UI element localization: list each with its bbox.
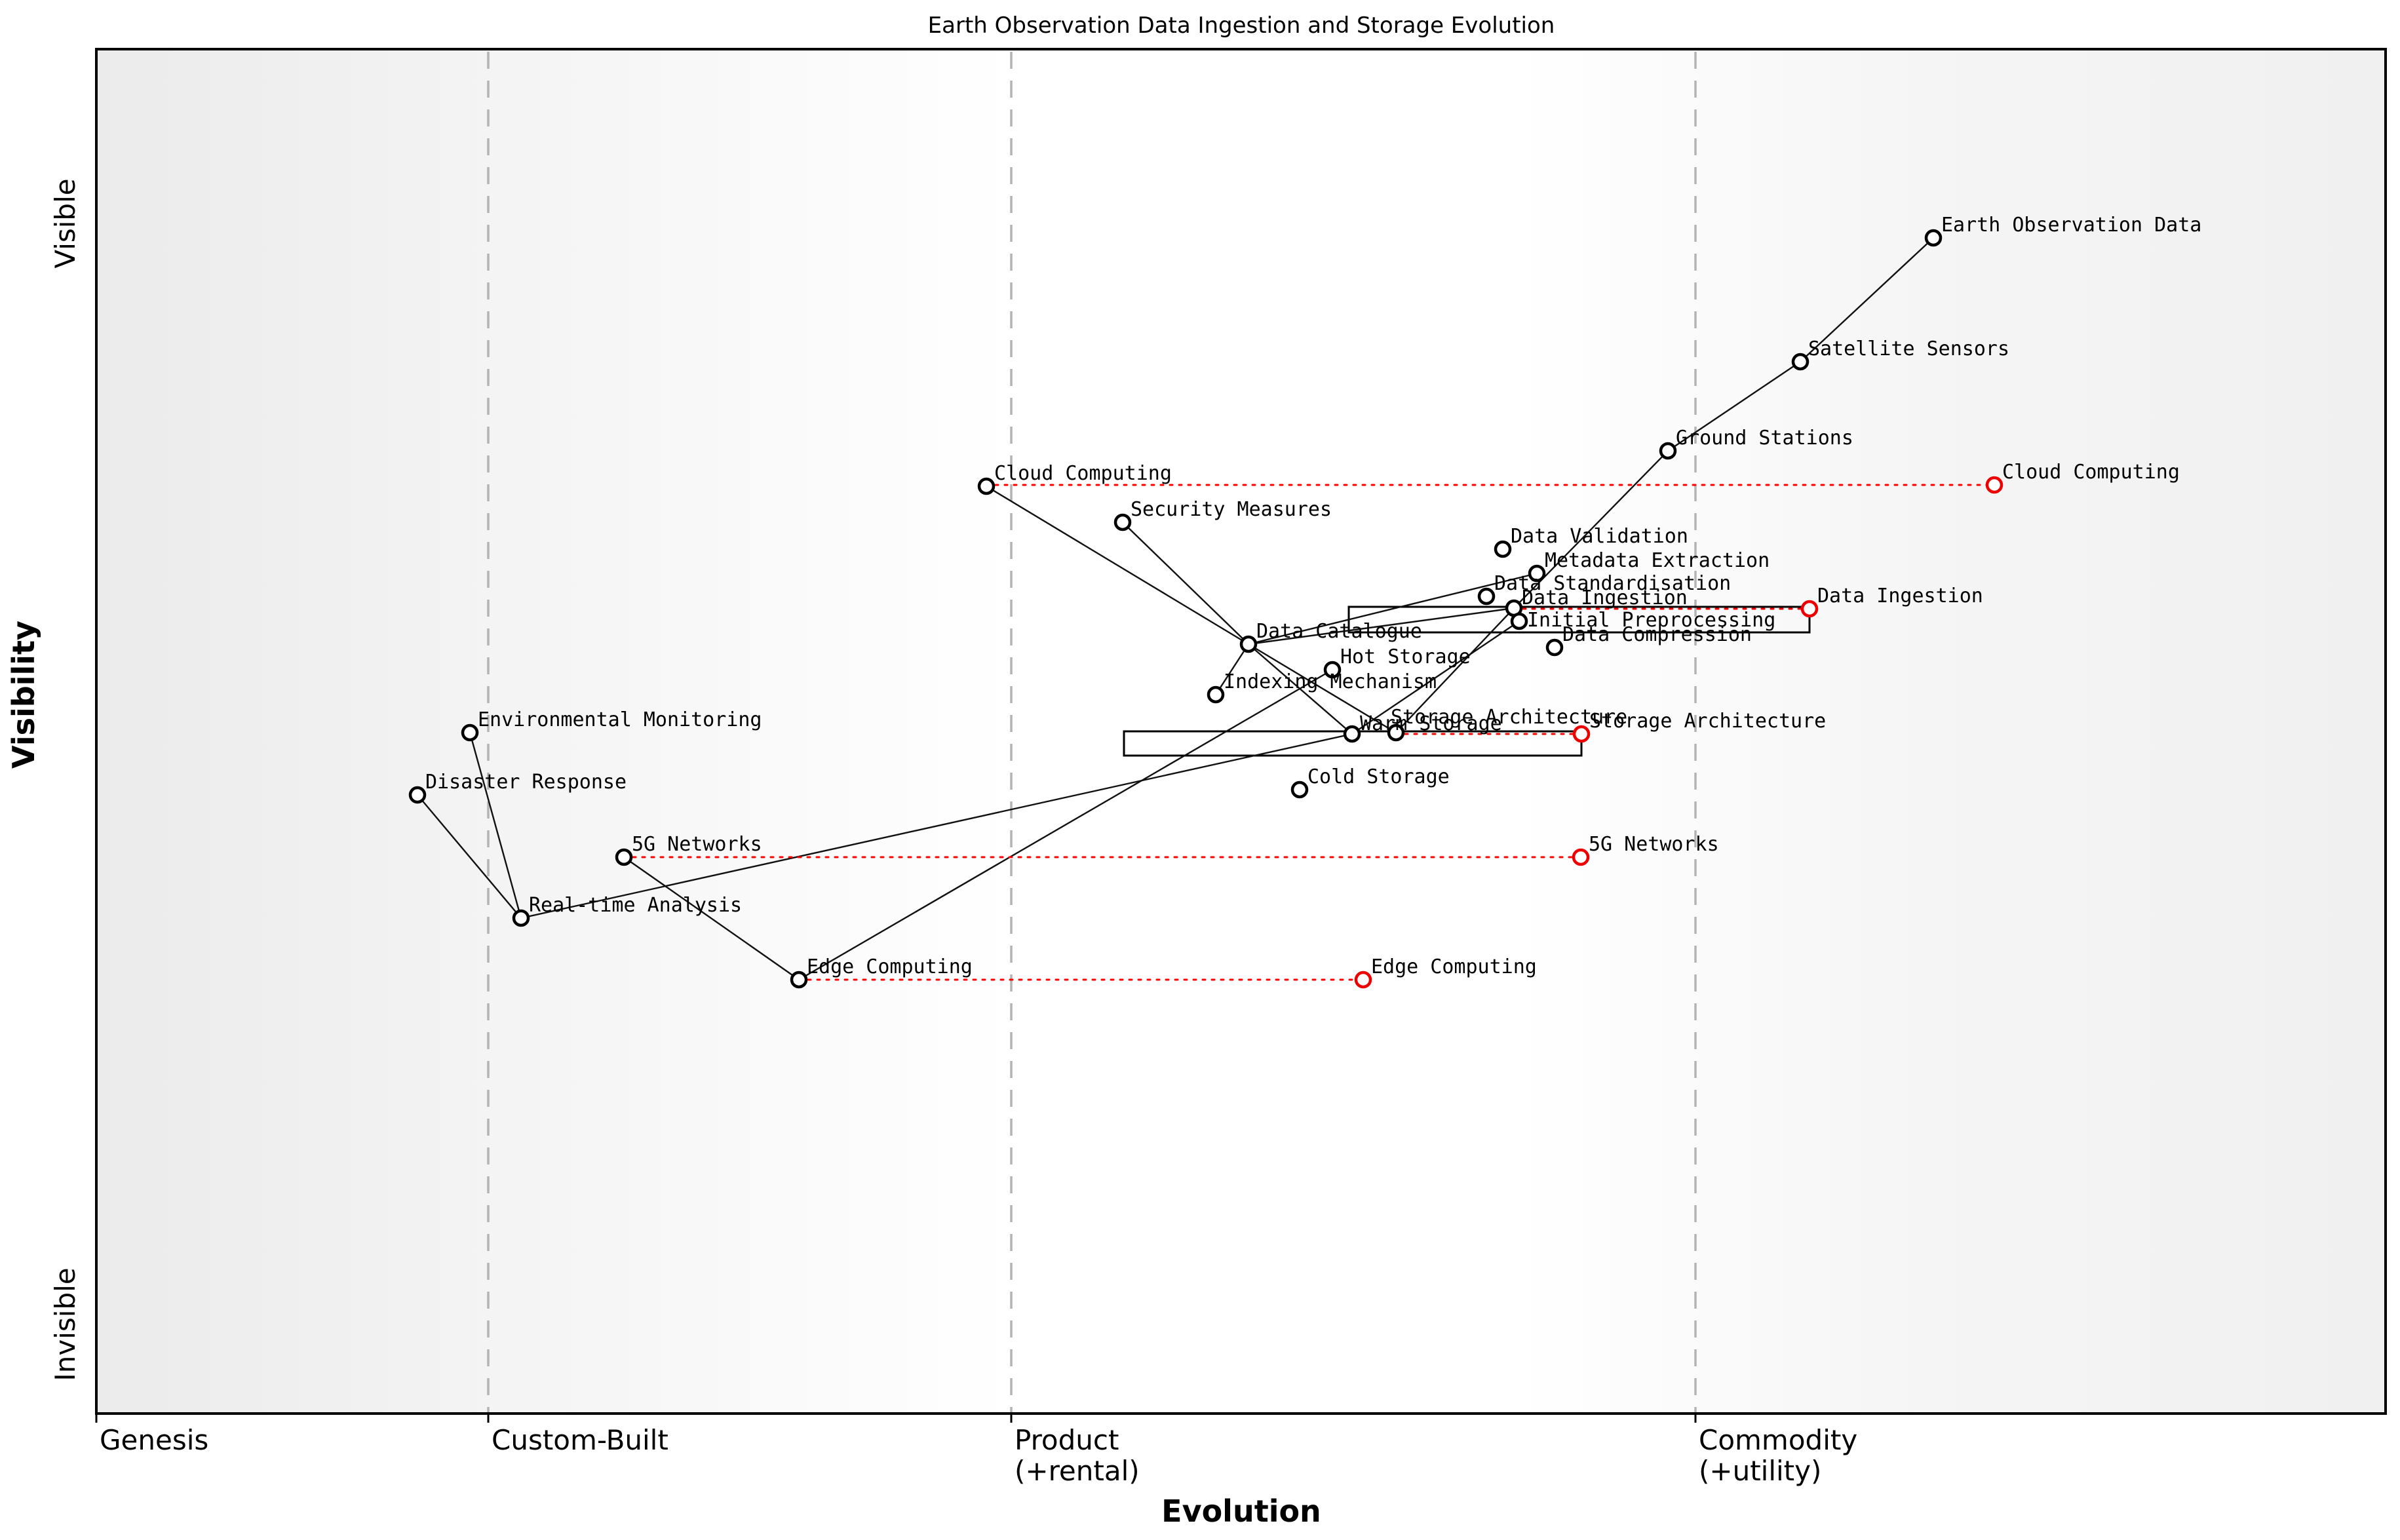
edge-environmental-monitoring--real-time-analysis: [469, 732, 522, 919]
edge-5g-networks--edge-computing: [623, 857, 800, 980]
node-label-warm-storage: Warm Storage: [1360, 712, 1502, 735]
stage-label-product: Product (+rental): [1015, 1424, 1140, 1487]
stage-label-custom-built: Custom-Built: [492, 1424, 668, 1456]
node-label-earth-observation-data: Earth Observation Data: [1941, 214, 2201, 237]
y-axis-invisible-label: Invisible: [49, 1267, 81, 1381]
node-label-real-time-analysis: Real-time Analysis: [529, 894, 742, 917]
node-label-environmental-monitoring: Environmental Monitoring: [478, 708, 762, 731]
edge-edge-computing--hot-storage: [798, 668, 1333, 981]
node-data-catalogue: [1239, 635, 1258, 653]
node-label-hot-storage: Hot Storage: [1340, 645, 1471, 668]
node-label-security-measures: Security Measures: [1131, 498, 1332, 521]
node-label-data-ingestion: Data Ingestion: [1522, 587, 1688, 609]
node-warm-storage: [1343, 725, 1361, 743]
node-edge-computing: [790, 971, 808, 989]
node-satellite-sensors: [1791, 353, 1810, 371]
node-label-disaster-response: Disaster Response: [425, 771, 627, 794]
y-axis-title: Visibility: [6, 621, 41, 769]
node-label-cloud-computing: Cloud Computing: [994, 462, 1172, 485]
node-label-satellite-sensors: Satellite Sensors: [1808, 337, 2009, 360]
stage-label-genesis: Genesis: [100, 1424, 208, 1456]
node-data-validation: [1494, 540, 1512, 558]
node-label-indexing-mechanism: Indexing Mechanism: [1224, 670, 1437, 693]
node-metadata-extraction: [1528, 564, 1546, 583]
node-environmental-monitoring: [461, 723, 479, 742]
edge-ground-stations--data-ingestion: [1513, 450, 1669, 609]
node-5g-networks: [615, 848, 633, 866]
edge-satellite-sensors--ground-stations: [1667, 361, 1801, 452]
stage-label-commodity: Commodity (+utility): [1699, 1424, 1857, 1487]
edge-disaster-response--real-time-analysis: [417, 794, 522, 919]
node-label-initial-preprocessing: Initial Preprocessing: [1527, 609, 1775, 632]
edge-data-ingestion--storage-architecture: [1395, 607, 1515, 733]
component-nodes: [408, 229, 2003, 989]
node-cloud-computing: [977, 477, 996, 495]
node-earth-observation-data: [1924, 229, 1943, 247]
edge-data-catalogue--storage-architecture: [1248, 643, 1397, 734]
edge-real-time-analysis--warm-storage: [520, 733, 1353, 919]
node-data-compression: [1545, 638, 1564, 657]
node-hot-storage: [1323, 661, 1342, 679]
node-label-data-catalogue: Data Catalogue: [1256, 620, 1422, 643]
dependency-edges: [417, 237, 1934, 981]
edge-data-catalogue--indexing-mechanism: [1214, 644, 1250, 695]
plot-frame: [95, 48, 2387, 1415]
node-label-cloud-computing-evolved: Cloud Computing: [2002, 461, 2180, 484]
node-label-cold-storage: Cold Storage: [1307, 765, 1450, 788]
node-label-5g-networks: 5G Networks: [632, 833, 762, 856]
evolution-arrows: [623, 484, 1996, 981]
node-edge-computing-evolved: [1354, 971, 1372, 989]
edge-metadata-extraction--data-catalogue: [1248, 572, 1538, 645]
edge-earth-observation-data--satellite-sensors: [1800, 237, 1934, 362]
node-data-ingestion-evolved: [1800, 600, 1819, 618]
node-storage-architecture: [1387, 723, 1405, 742]
node-label-data-validation: Data Validation: [1511, 525, 1688, 548]
node-label-storage-architecture: Storage Architecture: [1391, 706, 1627, 729]
node-cloud-computing-evolved: [1985, 476, 2003, 494]
node-data-standardisation: [1477, 587, 1496, 606]
node-security-measures: [1113, 513, 1132, 531]
stage-boundary-lines: [487, 52, 1697, 1412]
node-label-edge-computing: Edge Computing: [807, 955, 973, 978]
node-label-ground-stations: Ground Stations: [1676, 427, 1853, 450]
node-label-metadata-extraction: Metadata Extraction: [1545, 549, 1770, 572]
node-label-data-compression: Data Compression: [1562, 623, 1752, 646]
y-axis-visible-label: Visible: [49, 178, 81, 268]
edge-data-ingestion--data-catalogue: [1248, 607, 1515, 645]
node-5g-networks-evolved: [1572, 848, 1590, 866]
node-label-edge-computing-evolved: Edge Computing: [1371, 955, 1537, 978]
node-cold-storage: [1290, 780, 1309, 799]
node-label-5g-networks-evolved: 5G Networks: [1589, 833, 1719, 856]
edge-security-measures--data-catalogue: [1122, 522, 1249, 645]
edge-initial-preprocessing--warm-storage: [1351, 621, 1520, 735]
node-real-time-analysis: [512, 909, 530, 927]
node-indexing-mechanism: [1207, 685, 1225, 704]
node-ground-stations: [1659, 442, 1677, 460]
node-label-data-standardisation: Data Standardisation: [1494, 572, 1731, 595]
chart-title: Earth Observation Data Ingestion and Sto…: [928, 12, 1555, 39]
node-label-data-ingestion-evolved: Data Ingestion: [1817, 585, 1983, 607]
node-storage-architecture-evolved: [1572, 725, 1591, 743]
component-labels: Earth Observation Data Satellite Sensors G…: [425, 214, 2201, 978]
evolution-stage-labels: Genesis Custom-Built Product (+rental) Commo…: [100, 1424, 1857, 1487]
node-initial-preprocessing: [1510, 612, 1528, 630]
x-axis-title: Evolution: [1161, 1493, 1321, 1529]
node-label-storage-architecture-evolved: Storage Architecture: [1589, 710, 1826, 733]
node-disaster-response: [408, 786, 427, 804]
edge-cloud-computing--data-catalogue: [986, 485, 1249, 645]
axis-ticks: [95, 1414, 1697, 1423]
